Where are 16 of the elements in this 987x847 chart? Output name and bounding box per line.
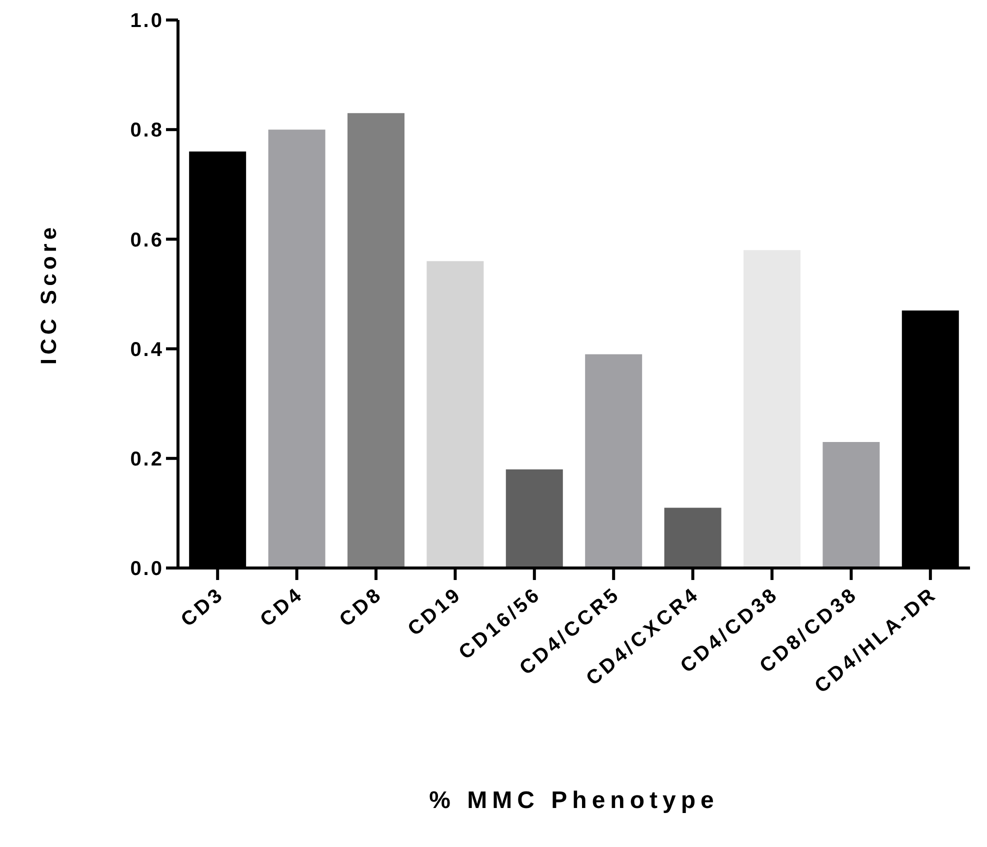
y-tick-label: 0.4 xyxy=(130,338,164,361)
y-tick-label: 1.0 xyxy=(130,10,164,32)
y-axis-title: ICC Score xyxy=(36,223,61,365)
y-tick-label: 0.6 xyxy=(130,229,164,252)
x-axis-title: % MMC Phenotype xyxy=(429,787,719,814)
bar xyxy=(506,469,563,568)
bar xyxy=(822,442,880,568)
bar xyxy=(347,113,404,568)
bar xyxy=(268,130,326,568)
bar xyxy=(743,250,800,568)
bar xyxy=(664,508,722,568)
y-tick-label: 0.8 xyxy=(130,120,164,142)
y-tick-label: 0.0 xyxy=(130,558,164,580)
bar xyxy=(585,354,642,568)
y-tick-label: 0.2 xyxy=(130,448,164,470)
bar xyxy=(426,261,484,568)
